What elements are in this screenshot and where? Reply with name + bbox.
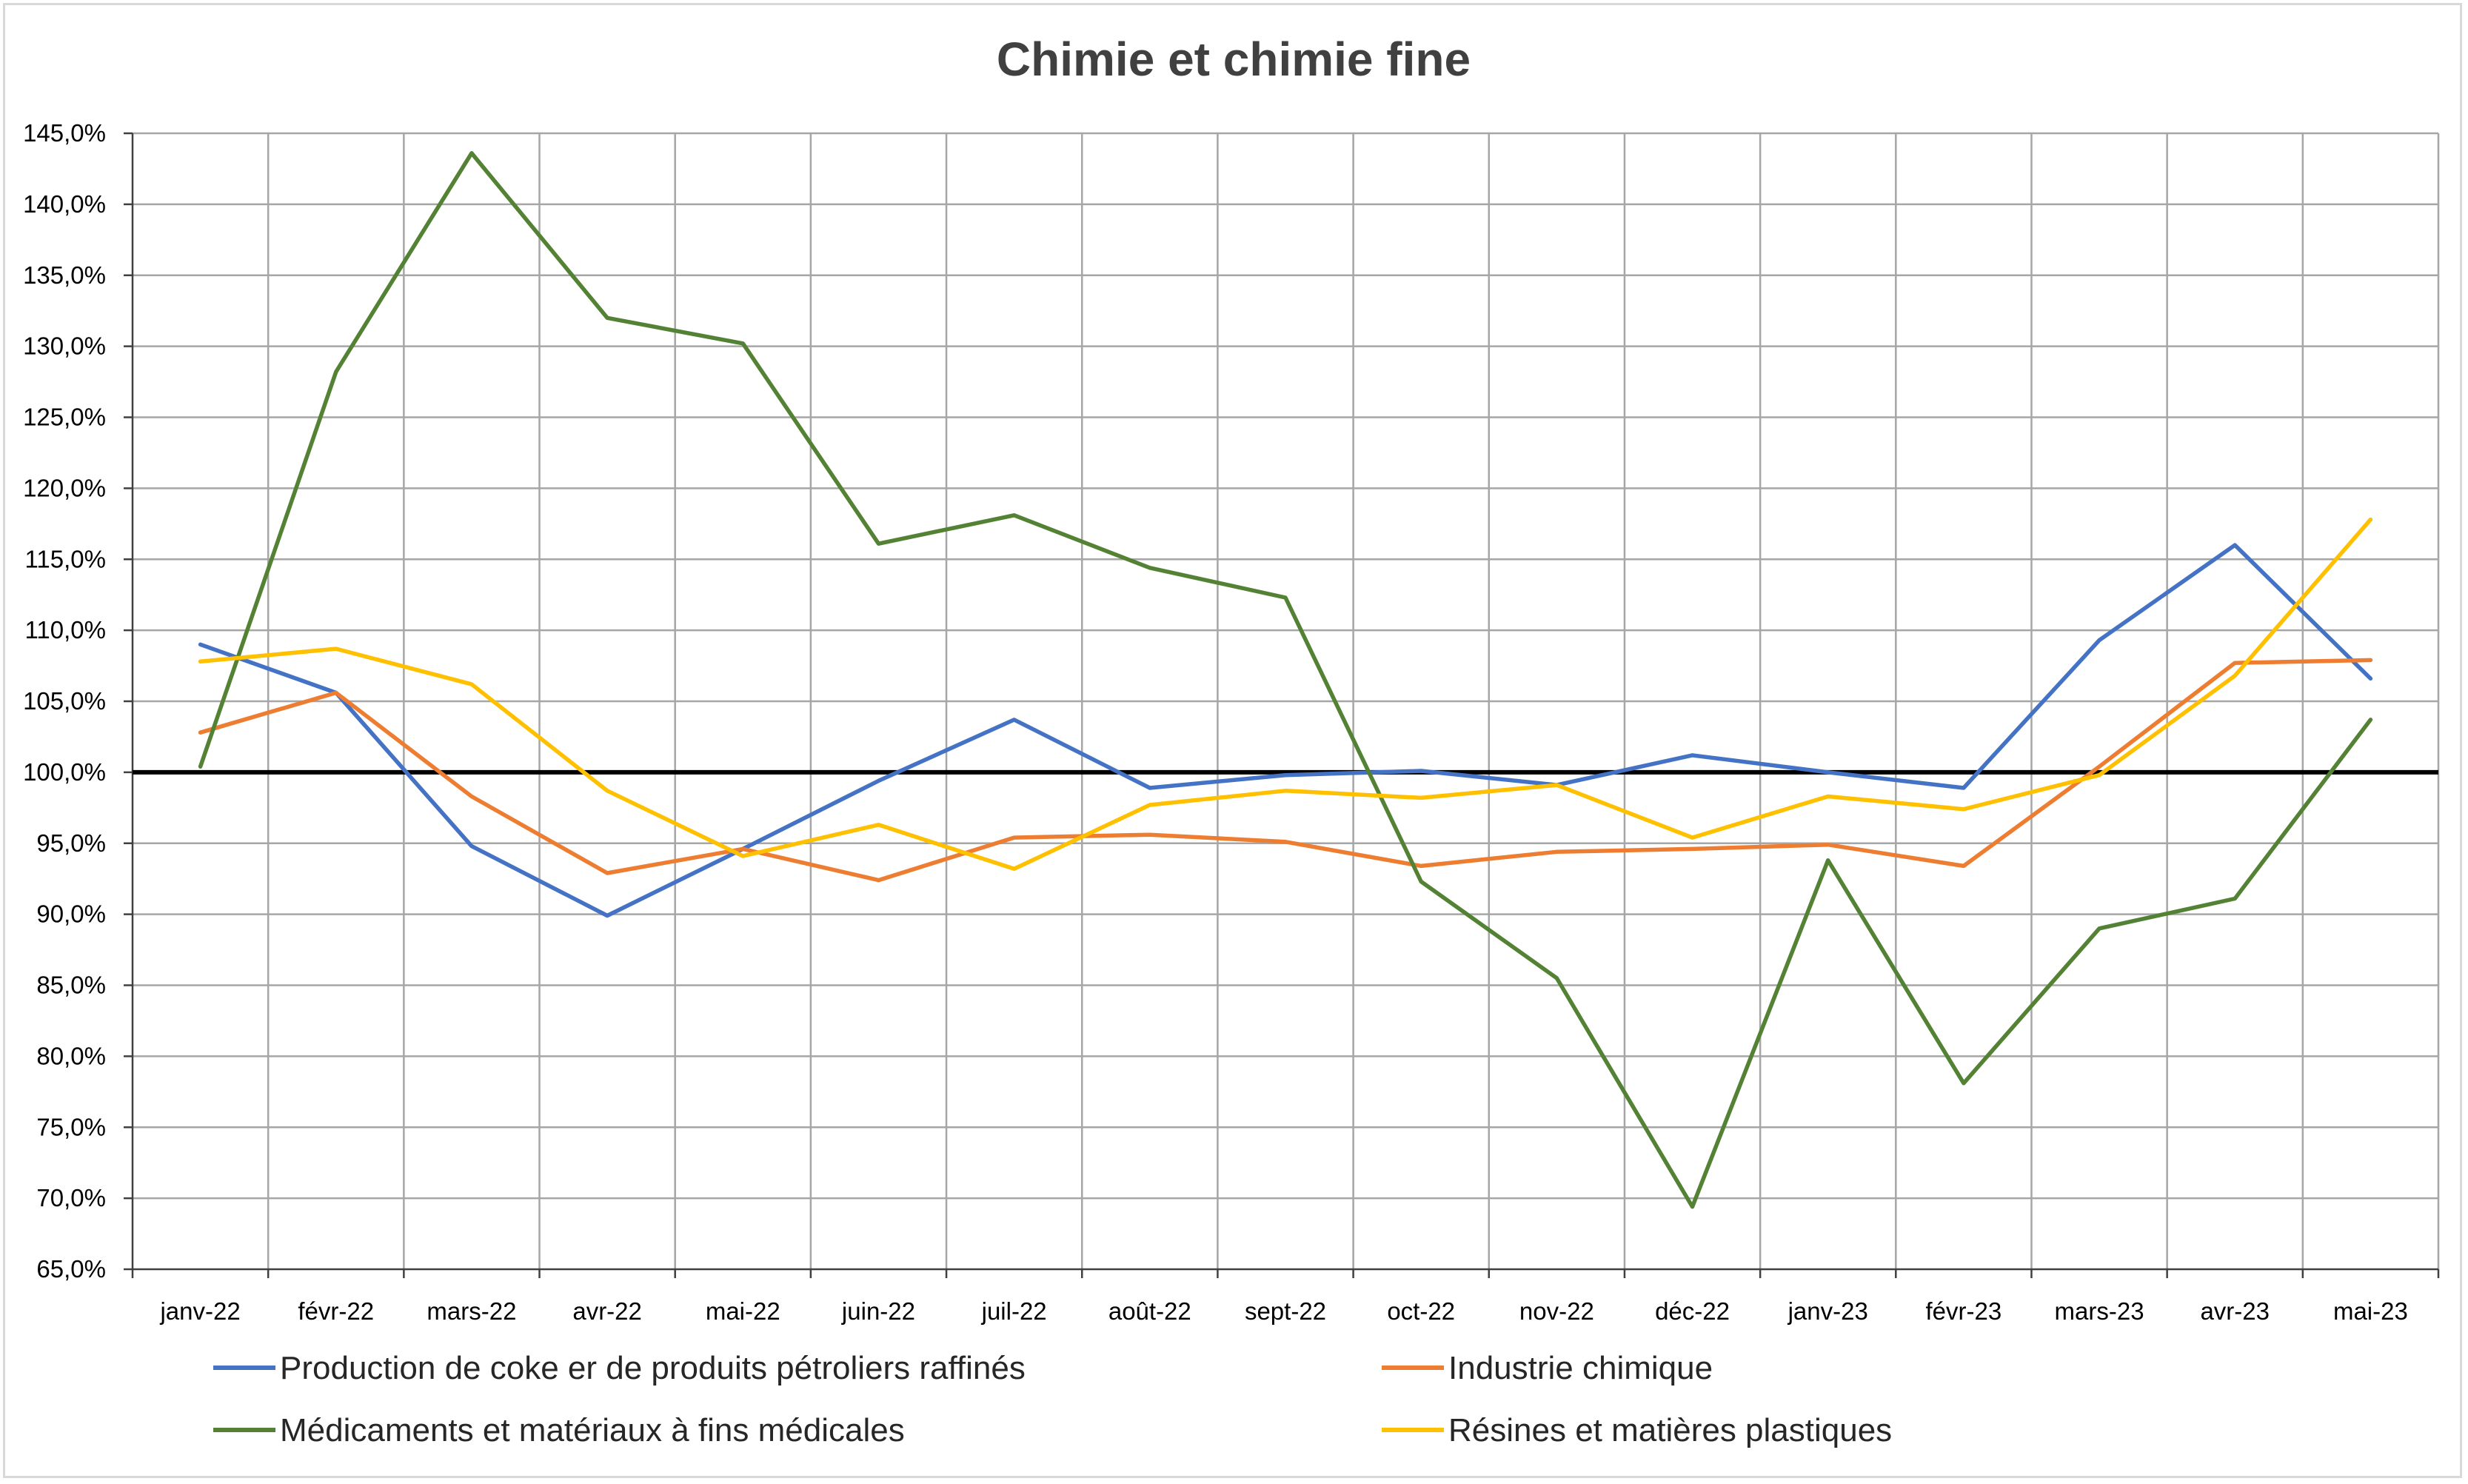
x-tick-label: août-22: [1108, 1297, 1191, 1325]
y-tick-label: 125,0%: [23, 404, 106, 431]
chart-title: Chimie et chimie fine: [997, 33, 1471, 86]
x-tick-label: juil-22: [981, 1297, 1047, 1325]
x-tick-label: juin-22: [841, 1297, 915, 1325]
series-line-0: [198, 543, 2373, 918]
y-tick-label: 100,0%: [23, 758, 106, 786]
y-tick-label: 130,0%: [23, 332, 106, 360]
x-tick-label: févr-22: [298, 1297, 374, 1325]
y-tick-label: 65,0%: [36, 1255, 106, 1283]
y-tick-label: 70,0%: [36, 1184, 106, 1211]
x-tick-label: nov-22: [1519, 1297, 1594, 1325]
legend-label: Résines et matières plastiques: [1448, 1412, 1892, 1448]
y-tick-label: 135,0%: [23, 261, 106, 289]
tick-labels: 65,0% 70,0% 75,0% 80,0% 85,0% 90,0% 95,0% 100,0…: [23, 119, 2408, 1325]
y-tick-label: 80,0%: [36, 1042, 106, 1069]
y-tick-label: 110,0%: [25, 616, 106, 644]
series-line-1: [198, 658, 2373, 883]
series-lines: [198, 151, 2373, 1209]
y-tick-label: 120,0%: [23, 474, 106, 501]
x-tick-label: janv-23: [1788, 1297, 1868, 1325]
y-tick-label: 90,0%: [36, 900, 106, 928]
y-tick-label: 140,0%: [23, 190, 106, 218]
x-tick-label: sept-22: [1245, 1297, 1326, 1325]
y-tick-label: 85,0%: [36, 972, 106, 999]
x-tick-label: mai-22: [706, 1297, 780, 1325]
x-tick-label: avr-22: [572, 1297, 642, 1325]
y-tick-label: 75,0%: [36, 1113, 106, 1140]
x-tick-label: févr-23: [1926, 1297, 2002, 1325]
legend-label: Industrie chimique: [1448, 1350, 1713, 1386]
y-tick-label: 145,0%: [23, 119, 106, 147]
legend-label: Médicaments et matériaux à fins médicale…: [280, 1412, 905, 1448]
x-tick-label: mai-23: [2333, 1297, 2408, 1325]
series-line-3: [198, 517, 2373, 872]
series-line-2: [198, 151, 2373, 1209]
x-tick-label: janv-22: [159, 1297, 240, 1325]
x-tick-label: mars-23: [2055, 1297, 2144, 1325]
legend-label: Production de coke er de produits pétrol…: [280, 1350, 1026, 1386]
y-tick-label: 105,0%: [23, 687, 106, 715]
axes: [124, 132, 2440, 1278]
legend: Production de coke er de produits pétrol…: [213, 1350, 1892, 1448]
x-tick-label: déc-22: [1655, 1297, 1730, 1325]
y-tick-label: 95,0%: [36, 829, 106, 857]
x-tick-label: oct-22: [1387, 1297, 1455, 1325]
x-tick-label: avr-23: [2200, 1297, 2270, 1325]
y-tick-label: 115,0%: [25, 545, 106, 572]
x-tick-label: mars-22: [427, 1297, 516, 1325]
gridlines: [133, 132, 2440, 1269]
